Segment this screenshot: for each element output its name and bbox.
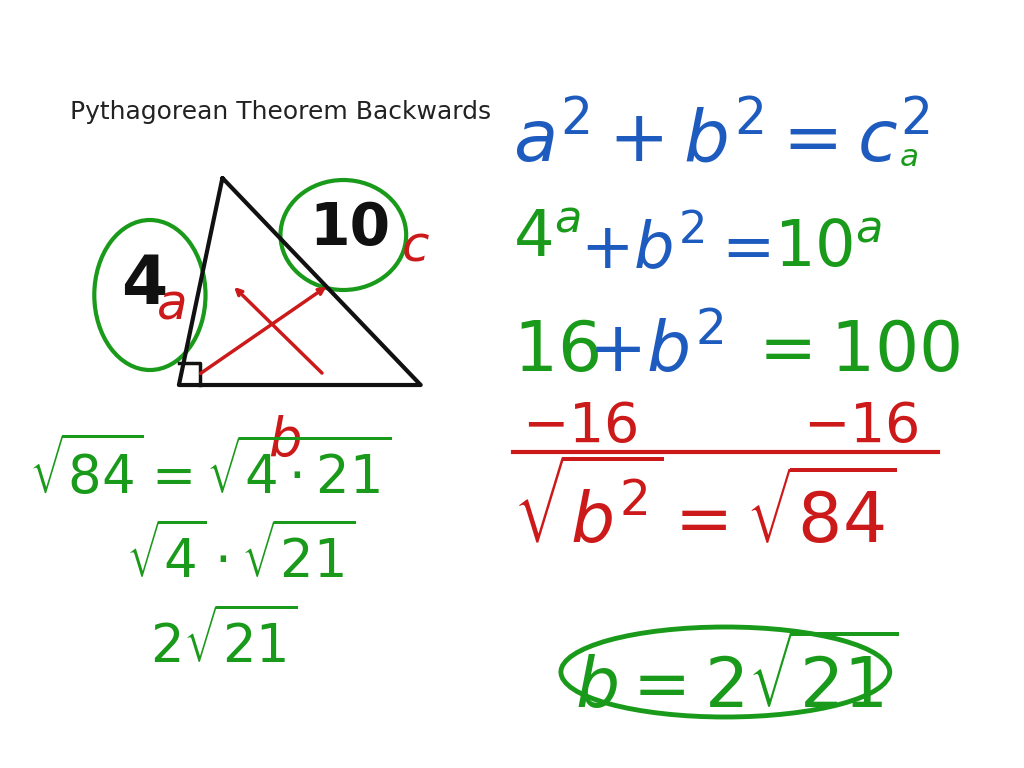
Text: a: a (157, 281, 187, 329)
Text: $a^2 + b^2 = c^2$: $a^2 + b^2 = c^2$ (513, 105, 929, 177)
Text: 10: 10 (309, 200, 390, 257)
Text: $= 100$: $= 100$ (744, 318, 961, 385)
Text: $+ b^2$: $+ b^2$ (588, 318, 724, 386)
Text: b: b (268, 415, 302, 467)
Text: $-16$: $-16$ (522, 400, 638, 454)
Text: $b = 2\sqrt{21}$: $b = 2\sqrt{21}$ (575, 638, 899, 722)
Text: 4: 4 (121, 252, 167, 318)
Text: $^a$: $^a$ (899, 148, 919, 191)
Text: $+ b^2 =$: $+ b^2 =$ (581, 218, 770, 281)
Text: $\sqrt{b^2} = \sqrt{84}$: $\sqrt{b^2} = \sqrt{84}$ (513, 462, 896, 557)
Text: $4^a$: $4^a$ (513, 208, 581, 270)
Text: $10^a$: $10^a$ (774, 218, 882, 280)
Text: $2\sqrt{21}$: $2\sqrt{21}$ (150, 610, 298, 674)
Text: $\sqrt{4} \cdot \sqrt{21}$: $\sqrt{4} \cdot \sqrt{21}$ (126, 525, 355, 588)
Text: Pythagorean Theorem Backwards: Pythagorean Theorem Backwards (70, 100, 490, 124)
Text: $\sqrt{84} = \sqrt{4 \cdot 21}$: $\sqrt{84} = \sqrt{4 \cdot 21}$ (29, 438, 391, 505)
Text: $-16$: $-16$ (803, 400, 919, 454)
Text: c: c (401, 224, 429, 272)
Text: $16$: $16$ (513, 318, 599, 385)
